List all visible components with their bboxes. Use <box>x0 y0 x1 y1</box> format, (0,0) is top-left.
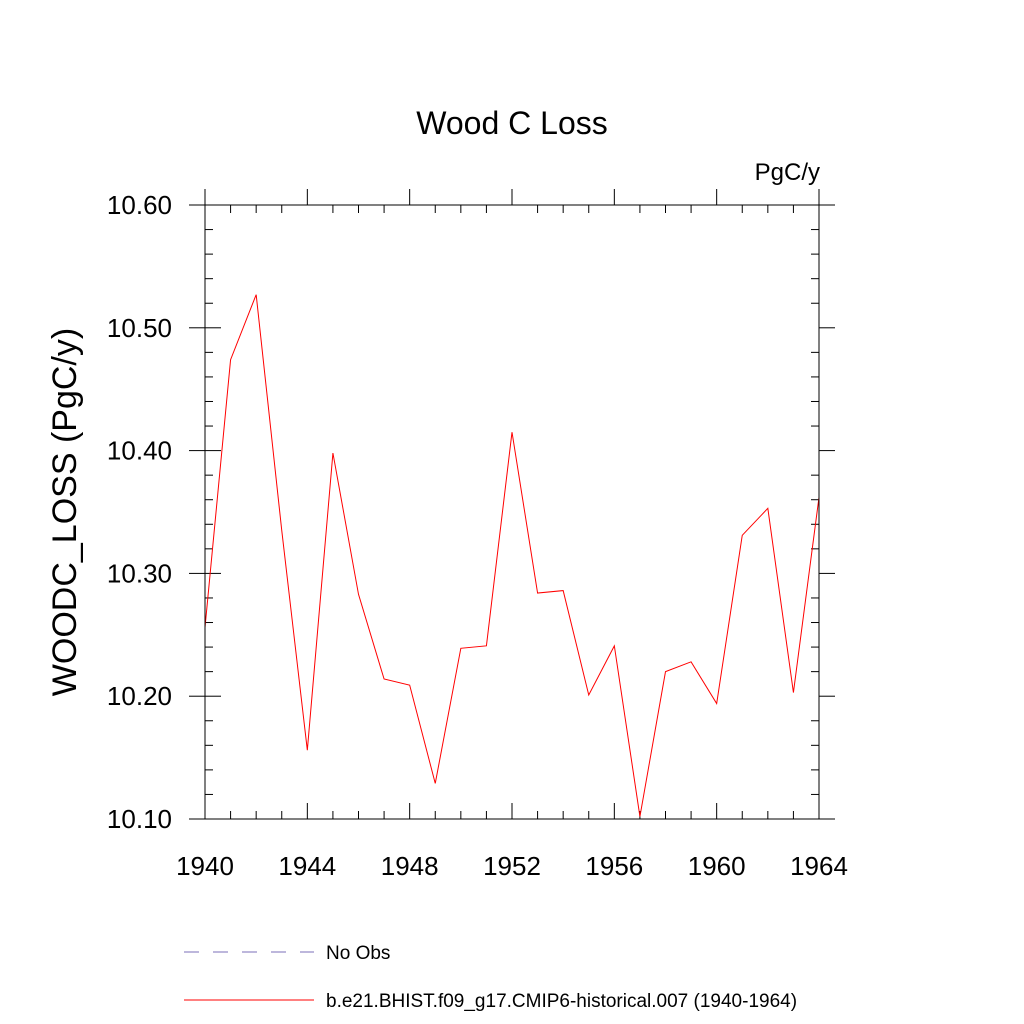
y-tick-label: 10.30 <box>107 558 172 588</box>
units-label: PgC/y <box>755 159 820 186</box>
x-tick-label: 1944 <box>278 851 336 881</box>
series-line-0 <box>204 294 820 817</box>
y-tick-label: 10.40 <box>107 436 172 466</box>
data-point <box>767 508 768 509</box>
legend-label-0: No Obs <box>326 943 390 964</box>
y-axis-label: WOODC_LOSS (PgC/y) <box>46 328 84 696</box>
data-point <box>512 432 513 433</box>
data-point <box>281 530 282 531</box>
plot-frame <box>204 204 820 820</box>
data-point <box>409 685 410 686</box>
y-tick-label: 10.10 <box>107 804 172 834</box>
x-tick-label: 1960 <box>688 851 746 881</box>
data-point <box>639 816 640 817</box>
x-tick-label: 1952 <box>483 851 541 881</box>
data-point <box>486 645 487 646</box>
data-point <box>230 359 231 360</box>
data-point <box>332 453 333 454</box>
data-point <box>435 783 436 784</box>
y-tick-label: 10.20 <box>107 681 172 711</box>
chart-title: Wood C Loss <box>416 105 608 141</box>
data-point <box>793 692 794 693</box>
data-point <box>563 590 564 591</box>
data-point <box>614 645 615 646</box>
data-point <box>384 679 385 680</box>
x-tick-label: 1940 <box>176 851 234 881</box>
y-tick-label: 10.50 <box>107 313 172 343</box>
x-tick-label: 1956 <box>585 851 643 881</box>
tick-labels: 1940 1944 1948 1952 1956 1960 1964 10.10 10.20 10… <box>107 190 848 881</box>
data-point <box>358 594 359 595</box>
data-point <box>691 661 692 662</box>
data-point <box>665 671 666 672</box>
data-point <box>537 593 538 594</box>
x-tick-label: 1964 <box>790 851 848 881</box>
legend: No Obs b.e21.BHIST.f09_g17.CMIP6-historic… <box>184 943 797 1012</box>
data-point <box>716 703 717 704</box>
y-tick-label: 10.60 <box>107 190 172 220</box>
x-tick-label: 1948 <box>381 851 439 881</box>
data-point <box>256 294 257 295</box>
series-group <box>204 294 820 817</box>
minor-ticks <box>205 205 819 819</box>
data-point <box>742 535 743 536</box>
legend-label-1: b.e21.BHIST.f09_g17.CMIP6-historical.007… <box>326 991 797 1012</box>
data-point <box>460 648 461 649</box>
data-point <box>588 694 589 695</box>
data-point <box>307 750 308 751</box>
major-ticks <box>189 189 835 820</box>
